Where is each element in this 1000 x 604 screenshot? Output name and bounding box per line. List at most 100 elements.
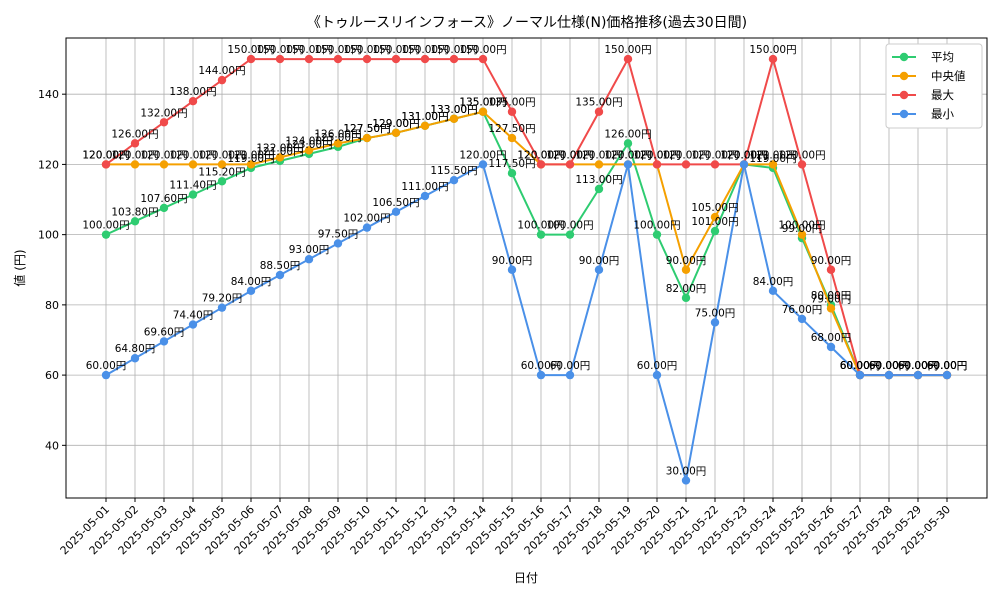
data-point [217, 303, 227, 312]
data-point [391, 207, 401, 217]
data-label: 60.00円 [927, 360, 968, 372]
data-label: 126.00円 [314, 128, 361, 140]
data-point [449, 176, 459, 185]
data-point [188, 160, 198, 169]
data-point [420, 54, 430, 64]
data-label: 60.00円 [927, 360, 968, 372]
data-label: 90.00円 [579, 255, 620, 267]
plot-frame [65, 37, 988, 499]
data-label: 120.00円 [720, 149, 767, 161]
data-point [565, 370, 575, 380]
data-label: 129.00円 [372, 118, 419, 130]
y-tick-label: 60 [45, 369, 59, 382]
data-label: 120.00円 [604, 149, 651, 161]
data-point [275, 54, 285, 64]
data-label: 150.00円 [401, 44, 448, 56]
data-label: 101.00円 [691, 216, 738, 228]
data-point [681, 265, 691, 274]
data-label: 90.00円 [811, 255, 852, 267]
data-point [217, 177, 227, 186]
series-line [105, 162, 947, 481]
data-label: 120.00円 [633, 149, 680, 161]
data-label: 120.00円 [546, 149, 593, 161]
legend-item: 平均 [892, 50, 954, 64]
data-label: 150.00円 [256, 44, 303, 56]
data-point [362, 133, 372, 143]
data-label: 133.00円 [430, 104, 477, 116]
data-label: 115.20円 [198, 166, 245, 178]
data-label: 60.00円 [869, 360, 910, 372]
data-label: 111.40円 [169, 180, 216, 192]
data-point [565, 160, 575, 169]
data-point [478, 107, 488, 116]
data-label: 124.00円 [285, 135, 332, 147]
data-point [101, 370, 111, 380]
data-point [797, 160, 807, 169]
data-point [913, 370, 923, 380]
data-point [826, 342, 836, 352]
data-point [536, 370, 546, 380]
chart-title: 《トゥルースリインフォース》ノーマル仕様(N)価格推移(過去30日間) [307, 15, 747, 31]
data-label: 120.00円 [720, 149, 767, 161]
data-point [710, 226, 720, 236]
data-point [681, 160, 691, 169]
data-label: 30.00円 [666, 465, 707, 477]
data-label: 150.00円 [285, 44, 332, 56]
data-label: 150.00円 [604, 44, 651, 56]
data-label: 60.00円 [927, 360, 968, 372]
data-label: 120.00円 [662, 149, 709, 161]
data-label: 120.00円 [778, 149, 825, 161]
series-layer [101, 54, 952, 485]
data-point [681, 476, 691, 485]
data-label: 90.00円 [666, 255, 707, 267]
data-point [594, 184, 604, 194]
data-label: 135.00円 [488, 97, 535, 109]
data-label: 105.00円 [691, 202, 738, 214]
data-label: 82.00円 [666, 283, 707, 295]
data-point [130, 160, 140, 169]
data-label: 69.60円 [144, 326, 185, 338]
data-label: 127.50円 [343, 123, 390, 135]
data-point [623, 139, 633, 148]
data-label: 150.00円 [459, 44, 506, 56]
legend-item: 最小 [892, 107, 954, 121]
y-tick-label: 100 [38, 229, 59, 242]
series-最小 [101, 160, 952, 485]
data-label: 75.00円 [695, 307, 736, 319]
data-point [536, 160, 546, 169]
data-label: 79.00円 [811, 293, 852, 305]
data-label: 80.00円 [811, 290, 852, 302]
data-label: 93.00円 [289, 244, 330, 256]
data-label: 120.00円 [633, 149, 680, 161]
data-label: 102.00円 [343, 213, 390, 225]
data-label: 60.00円 [86, 360, 127, 372]
data-label: 120.00円 [749, 149, 796, 161]
data-label: 60.00円 [637, 360, 678, 372]
data-point [217, 160, 227, 169]
data-label: 84.00円 [753, 276, 794, 288]
data-label: 60.00円 [521, 360, 562, 372]
grid-lines [66, 38, 987, 498]
y-axis-title: 値 (円) [12, 249, 27, 286]
data-point [159, 337, 169, 346]
data-point [275, 270, 285, 280]
data-point [420, 191, 430, 201]
data-point [304, 146, 314, 155]
data-label: 131.00円 [401, 111, 448, 123]
data-point [246, 160, 256, 169]
data-point [246, 54, 256, 64]
data-point [942, 370, 952, 380]
data-point [101, 230, 111, 239]
data-label: 60.00円 [927, 360, 968, 372]
data-point [449, 54, 459, 64]
data-label: 60.00円 [840, 360, 881, 372]
legend-item: 最大 [892, 88, 954, 102]
legend-label: 最大 [931, 88, 954, 102]
x-axis-title: 日付 [514, 571, 538, 585]
data-label: 76.00円 [782, 304, 823, 316]
data-point [362, 223, 372, 232]
data-label: 150.00円 [372, 44, 419, 56]
data-point [188, 97, 198, 106]
